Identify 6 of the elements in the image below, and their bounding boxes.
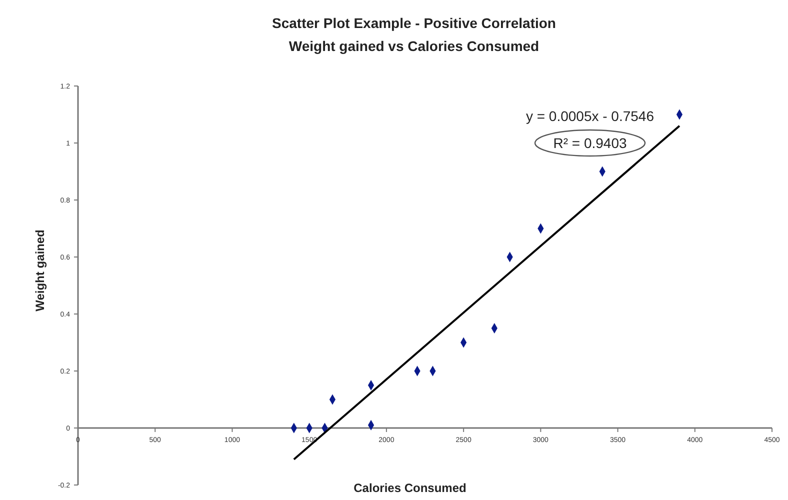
x-axis-title: Calories Consumed: [354, 481, 466, 495]
y-axis-title: Weight gained: [33, 230, 47, 312]
chart-subtitle: Weight gained vs Calories Consumed: [288, 38, 540, 54]
annotation: R² = 0.9403: [553, 135, 627, 151]
chart-title: Scatter Plot Example - Positive Correlation: [272, 15, 556, 31]
annotation: y = 0.0005x - 0.7546: [526, 108, 654, 124]
